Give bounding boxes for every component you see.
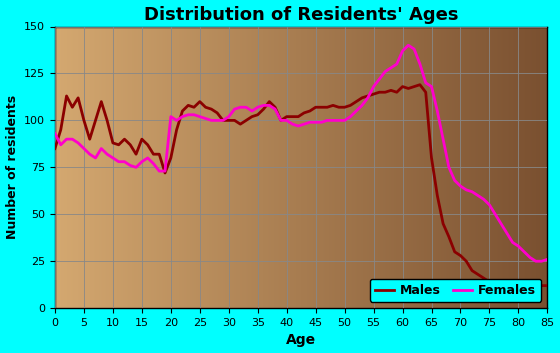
Females bbox=[104, 152, 110, 156]
Males bbox=[417, 83, 423, 87]
Females bbox=[63, 137, 70, 141]
Males bbox=[52, 146, 58, 151]
Females bbox=[289, 122, 296, 126]
Males bbox=[289, 114, 296, 119]
Females bbox=[544, 257, 550, 262]
Line: Males: Males bbox=[55, 85, 547, 291]
Males bbox=[75, 96, 82, 100]
Females bbox=[405, 43, 412, 47]
Line: Females: Females bbox=[55, 45, 547, 261]
Legend: Males, Females: Males, Females bbox=[370, 279, 541, 302]
Females bbox=[474, 193, 481, 198]
Males bbox=[63, 94, 70, 98]
Males bbox=[509, 289, 516, 293]
Y-axis label: Number of residents: Number of residents bbox=[6, 95, 18, 239]
Males bbox=[434, 193, 441, 198]
Females bbox=[533, 259, 539, 263]
Title: Distribution of Residents' Ages: Distribution of Residents' Ages bbox=[144, 6, 459, 24]
Males bbox=[474, 272, 481, 276]
Males bbox=[104, 118, 110, 122]
Females bbox=[434, 109, 441, 113]
Males bbox=[544, 283, 550, 288]
Females bbox=[75, 141, 82, 145]
X-axis label: Age: Age bbox=[286, 334, 316, 347]
Females bbox=[52, 131, 58, 136]
